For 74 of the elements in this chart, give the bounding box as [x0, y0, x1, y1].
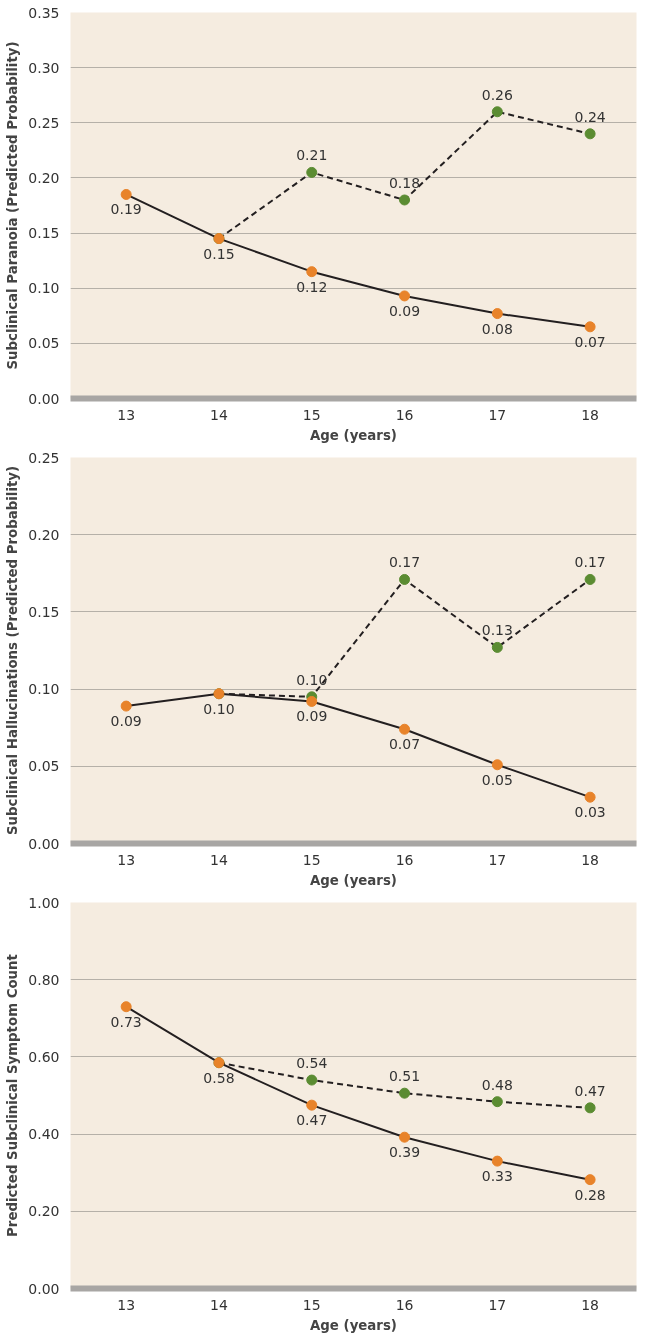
x-tick-label: 18: [581, 406, 600, 423]
data-label: 0.24: [574, 108, 606, 125]
y-tick-label: 0.05: [28, 758, 60, 775]
data-label: 0.28: [574, 1186, 606, 1203]
data-label: 0.73: [110, 1013, 142, 1030]
x-tick-label: 15: [302, 1296, 321, 1313]
x-tick-label: 17: [488, 851, 507, 868]
data-label: 0.15: [203, 245, 235, 262]
data-label: 0.21: [296, 147, 328, 164]
x-tick-label: 16: [395, 406, 414, 423]
data-label: 0.54: [296, 1055, 328, 1072]
data-label: 0.26: [481, 86, 513, 103]
data-label: 0.18: [388, 174, 421, 191]
x-tick-label: 15: [302, 406, 321, 423]
x-axis-title: Age (years): [310, 872, 397, 888]
data-label: 0.58: [203, 1069, 235, 1086]
x-tick-label: 16: [395, 1296, 414, 1313]
data-label: 0.10: [203, 700, 235, 717]
y-tick-label: 0.00: [28, 390, 60, 407]
data-label: 0.47: [574, 1082, 606, 1099]
data-label: 0.33: [481, 1168, 513, 1185]
x-tick-label: 14: [210, 851, 228, 868]
y-tick-label: 0.10: [28, 681, 60, 698]
x-tick-label: 18: [581, 1296, 600, 1313]
data-label: 0.13: [481, 622, 513, 639]
y-tick-label: 0.80: [28, 971, 60, 988]
data-label: 0.03: [574, 804, 606, 821]
data-label: 0.07: [574, 333, 606, 350]
x-axis-title: Age (years): [310, 427, 397, 443]
x-axis-title: Age (years): [310, 1317, 397, 1333]
y-tick-label: 0.40: [28, 1126, 60, 1143]
y-tick-label: 0.25: [28, 114, 60, 131]
x-tick-label: 13: [117, 851, 136, 868]
y-tick-label: 0.00: [28, 1280, 60, 1297]
y-tick-label: 0.15: [28, 603, 60, 620]
data-label: 0.19: [110, 201, 142, 218]
y-tick-label: 0.25: [28, 449, 60, 466]
data-label: 0.05: [481, 771, 513, 788]
x-tick-label: 17: [488, 406, 507, 423]
y-tick-label: 0.20: [28, 169, 60, 186]
y-tick-label: 0.15: [28, 225, 60, 242]
y-axis-title: Predicted Subclinical Symptom Count: [5, 953, 21, 1237]
y-tick-label: 0.60: [28, 1048, 60, 1065]
data-label: 0.39: [388, 1144, 421, 1161]
data-label: 0.47: [296, 1112, 328, 1129]
x-tick-label: 18: [581, 851, 600, 868]
x-tick-label: 13: [117, 1296, 136, 1313]
y-tick-label: 0.30: [28, 59, 60, 76]
x-tick-label: 15: [302, 851, 321, 868]
y-tick-label: 0.05: [28, 335, 60, 352]
y-axis-title: Subclinical Hallucinations (Predicted Probability): [5, 465, 21, 836]
y-tick-label: 0.10: [28, 280, 60, 297]
x-tick-label: 14: [210, 1296, 228, 1313]
data-label: 0.08: [481, 320, 513, 337]
data-label: 0.09: [388, 302, 421, 319]
data-label: 0.09: [296, 708, 328, 725]
y-tick-label: 0.20: [28, 526, 60, 543]
data-label: 0.17: [574, 554, 606, 571]
y-tick-label: 0.20: [28, 1203, 60, 1220]
x-tick-label: 13: [117, 406, 136, 423]
data-label: 0.12: [296, 278, 328, 295]
y-tick-label: 0.35: [28, 4, 60, 21]
x-tick-label: 16: [395, 851, 414, 868]
data-label: 0.51: [388, 1068, 421, 1085]
data-label: 0.17: [388, 554, 421, 571]
data-label: 0.48: [481, 1076, 513, 1093]
y-axis-title: Subclinical Paranoia (Predicted Probability): [5, 41, 21, 370]
x-tick-label: 14: [210, 406, 228, 423]
y-tick-label: 1.00: [28, 894, 60, 911]
y-tick-label: 0.00: [28, 835, 60, 852]
x-tick-label: 17: [488, 1296, 507, 1313]
data-label: 0.10: [296, 671, 328, 688]
data-label: 0.07: [388, 736, 421, 753]
data-label: 0.09: [110, 713, 142, 730]
